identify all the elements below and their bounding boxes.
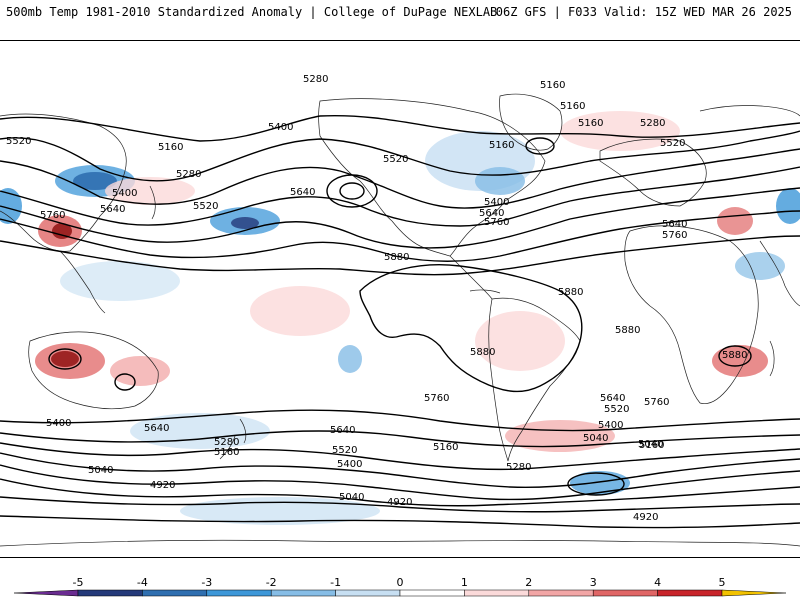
contour-label: 5880 bbox=[722, 350, 747, 361]
color-scale-cell bbox=[400, 590, 464, 596]
color-scale-tick-label: 2 bbox=[525, 576, 532, 589]
contour-label: 5040 bbox=[88, 465, 113, 476]
contour-label: 5160 bbox=[560, 101, 585, 112]
color-scale-cell bbox=[464, 590, 528, 596]
madagascar-outline bbox=[770, 341, 774, 376]
contour-label: 5760 bbox=[484, 217, 509, 228]
africa-outline bbox=[625, 226, 759, 404]
color-scale-cell bbox=[207, 590, 271, 596]
contour-label: 5640 bbox=[290, 187, 315, 198]
warm-anomaly-australia-core bbox=[51, 351, 79, 367]
color-scale-cell bbox=[336, 590, 400, 596]
color-scale-tick-label: -4 bbox=[137, 576, 148, 589]
color-scale-cell bbox=[78, 590, 142, 596]
central-america-outline bbox=[450, 256, 492, 299]
contour-label: 5040 bbox=[339, 492, 364, 503]
contour-line bbox=[0, 516, 800, 528]
contour-label: 5640 bbox=[330, 425, 355, 436]
cold-anomaly-tropical-pacific bbox=[338, 345, 362, 373]
map-canvas: 5280 5160 5160 5520 5160 5400 5280 5400 … bbox=[0, 41, 800, 559]
contour-label: 5880 bbox=[470, 347, 495, 358]
contour-label: 5400 bbox=[484, 197, 509, 208]
contour-label: 5760 bbox=[644, 397, 669, 408]
contour-label: 5520 bbox=[6, 136, 31, 147]
color-scale-tick-label: 3 bbox=[590, 576, 597, 589]
contour-label: 4920 bbox=[150, 480, 175, 491]
color-scale-max-arrow bbox=[722, 590, 786, 596]
color-scale-tick-label: -5 bbox=[73, 576, 84, 589]
contour-line bbox=[0, 410, 800, 430]
color-scale-cells bbox=[14, 590, 786, 596]
map-header: 500mb Temp 1981-2010 Standardized Anomal… bbox=[0, 0, 800, 40]
cold-anomaly-quebec bbox=[475, 167, 525, 195]
closed-low-contour bbox=[340, 183, 364, 199]
contour-label: 5640 bbox=[662, 219, 687, 230]
contour-label: 5520 bbox=[383, 154, 408, 165]
contour-label: 5160 bbox=[433, 442, 458, 453]
color-scale-tick-label: -1 bbox=[330, 576, 341, 589]
cold-anomaly-east-edge bbox=[776, 188, 800, 224]
contour-label: 5280 bbox=[640, 118, 665, 129]
contour-label: 5280 bbox=[303, 74, 328, 85]
color-scale-min-arrow bbox=[14, 590, 78, 596]
contour-label: 5880 bbox=[558, 287, 583, 298]
weather-map[interactable]: 5280 5160 5160 5520 5160 5400 5280 5400 … bbox=[0, 40, 800, 558]
contour-label: 5760 bbox=[662, 230, 687, 241]
contour-label: 5400 bbox=[598, 420, 623, 431]
cold-anomaly-arabia bbox=[735, 252, 785, 280]
contour-label: 5520 bbox=[193, 201, 218, 212]
contour-label: 5520 bbox=[604, 404, 629, 415]
color-scale-cell bbox=[593, 590, 657, 596]
color-scale-cell bbox=[271, 590, 335, 596]
color-scale-tick-label: -3 bbox=[201, 576, 212, 589]
contour-line bbox=[0, 431, 800, 447]
closed-low-contour bbox=[327, 175, 377, 207]
anomaly-shading bbox=[0, 111, 800, 525]
run-info: 06Z GFS | F033 Valid: 15Z WED MAR 26 202… bbox=[496, 5, 792, 19]
contour-label: 5880 bbox=[384, 252, 409, 263]
color-scale-cell bbox=[529, 590, 593, 596]
color-scale-tick-label: 1 bbox=[461, 576, 468, 589]
contour-label: 5640 bbox=[144, 423, 169, 434]
map-title: 500mb Temp 1981-2010 Standardized Anomal… bbox=[6, 5, 497, 19]
color-scale-cell bbox=[142, 590, 206, 596]
warm-anomaly-australia-east bbox=[110, 356, 170, 386]
contour-label: 5160 bbox=[540, 80, 565, 91]
contour-line bbox=[0, 443, 800, 469]
warm-anomaly-middle-east bbox=[717, 207, 753, 235]
contour-label: 5160 bbox=[158, 142, 183, 153]
color-scale-tick-label: 4 bbox=[654, 576, 661, 589]
contour-label: 5520 bbox=[660, 138, 685, 149]
contour-label: 5640 bbox=[100, 204, 125, 215]
contour-label: 5520 bbox=[332, 445, 357, 456]
color-scale-tick-label: -2 bbox=[266, 576, 277, 589]
closed-low-contour bbox=[526, 138, 554, 154]
contour-label: 5160 bbox=[489, 140, 514, 151]
contour-label: 5040 bbox=[583, 433, 608, 444]
contour-label: 5400 bbox=[112, 188, 137, 199]
contour-label: 4920 bbox=[633, 512, 658, 523]
contour-label: 5160 bbox=[214, 447, 239, 458]
contour-label: 5400 bbox=[46, 418, 71, 429]
antarctica-outline bbox=[0, 540, 800, 546]
contour-label: 4920 bbox=[387, 497, 412, 508]
contour-label: 5760 bbox=[424, 393, 449, 404]
contour-label: 5160 bbox=[578, 118, 603, 129]
contour-label: 5880 bbox=[615, 325, 640, 336]
contour-label: 5280 bbox=[176, 169, 201, 180]
contour-label: 5760 bbox=[40, 210, 65, 221]
contour-label: 5640 bbox=[600, 393, 625, 404]
contour-label: 5400 bbox=[337, 459, 362, 470]
warm-anomaly-central-pacific bbox=[250, 286, 350, 336]
contour-label: 5400 bbox=[268, 122, 293, 133]
color-scale-tick-label: 5 bbox=[719, 576, 726, 589]
contour-label: 5160 bbox=[639, 440, 664, 451]
color-scale-cell bbox=[658, 590, 722, 596]
color-scale-tick-label: 0 bbox=[397, 576, 404, 589]
contour-label: 5280 bbox=[506, 462, 531, 473]
